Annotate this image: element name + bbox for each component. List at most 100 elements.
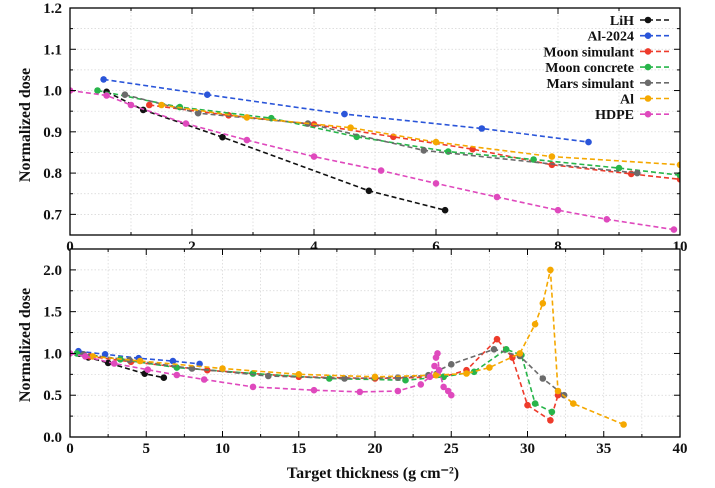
data-point-hdpe (144, 366, 152, 374)
data-point-al (554, 387, 562, 395)
data-point-al (486, 364, 493, 371)
x-tick-label: 30 (520, 441, 535, 457)
ylabel-top: Normalized dose (17, 68, 34, 182)
data-point-hdpe (173, 371, 181, 379)
legend-item-hdpe: HDPE (595, 108, 670, 123)
legend-marker (644, 32, 652, 39)
x-tick-label: 10 (215, 441, 230, 457)
legend-item-moon-simulant: Moon simulant (543, 45, 670, 60)
data-point-mars-simulant (539, 375, 547, 382)
data-point-al (548, 153, 556, 160)
data-point-lih (104, 359, 112, 367)
data-point-moon-concrete (470, 368, 478, 376)
data-point-mars-simulant (634, 169, 641, 177)
data-point-al (676, 161, 680, 169)
data-point-al (219, 365, 226, 372)
data-point-lih (219, 133, 226, 141)
legend-marker (644, 16, 652, 24)
legend-item-al-2024: Al-2024 (587, 30, 670, 45)
data-point-hdpe (182, 120, 190, 127)
data-point-hdpe (356, 388, 364, 396)
data-point-al-2024 (341, 110, 348, 118)
data-point-al (547, 266, 554, 274)
y-tick-label: 1.2 (43, 1, 62, 17)
data-point-hdpe (377, 167, 385, 174)
x-tick-label: 5 (143, 441, 151, 457)
data-point-hdpe (434, 350, 441, 357)
data-point-moon-concrete (531, 400, 539, 407)
x-tick-label: 40 (673, 441, 688, 457)
top-panel: 0 2 4 6 8 100.70.80.91.01.11.2LiHAl-2024Moon … (43, 1, 687, 255)
legend-label: Moon concrete (545, 61, 634, 76)
data-point-moon-concrete (502, 346, 510, 353)
data-point-hdpe (435, 366, 443, 374)
data-point-moon-concrete (173, 364, 181, 371)
x-tick-label: 20 (368, 441, 383, 457)
series-al (89, 266, 627, 428)
legend-item-moon-concrete: Moon concrete (545, 61, 670, 76)
data-point-hdpe (431, 362, 438, 370)
data-point-moon-concrete (326, 375, 333, 382)
y-tick-label: 0.8 (43, 166, 62, 182)
data-point-moon-concrete (402, 376, 409, 384)
legend-label: Moon simulant (543, 45, 634, 60)
data-point-mars-simulant (420, 147, 428, 154)
data-point-hdpe (110, 360, 118, 367)
data-point-hdpe (440, 383, 447, 391)
data-point-hdpe (310, 153, 318, 160)
y-tick-label: 0.7 (43, 207, 62, 223)
x-tick-label: 0 (66, 239, 74, 255)
data-point-al-2024 (478, 125, 486, 132)
legend-item-mars-simulant: Mars simulant (547, 77, 670, 92)
legend-label: Al-2024 (587, 30, 634, 45)
data-point-hdpe (554, 206, 562, 214)
data-point-mars-simulant (121, 91, 129, 98)
data-point-al (463, 370, 470, 377)
ylabel-bottom: Normalized dose (17, 288, 34, 402)
data-point-al-2024 (585, 138, 592, 146)
legend-item-al: Al (620, 93, 670, 108)
legend-item-lih: LiH (610, 14, 670, 29)
data-point-hdpe (603, 216, 611, 223)
series-line-hdpe (70, 89, 675, 231)
data-point-al (620, 421, 627, 428)
legend-label: HDPE (595, 108, 634, 123)
data-point-hdpe (200, 376, 208, 383)
data-point-al (371, 373, 379, 381)
legend-label: Mars simulant (547, 77, 635, 92)
series-line-moon-concrete (76, 348, 553, 413)
data-point-hdpe (103, 92, 110, 99)
bottom-panel: 0 5 10 15 20 25 30 35 40 0.0 0.5 1.0 1.5 2.0 (43, 248, 688, 457)
legend-marker (644, 63, 652, 71)
data-point-al (243, 114, 251, 121)
data-point-hdpe (249, 383, 257, 391)
data-point-mars-simulant (194, 109, 202, 117)
data-point-mars-simulant (188, 365, 196, 372)
legend-marker (644, 79, 652, 87)
y-tick-label: 2.0 (43, 263, 62, 279)
series-line-al (161, 104, 680, 166)
xlabel: Target thickness (g cm⁻²) (287, 465, 459, 482)
series-line-al (92, 269, 624, 426)
data-point-moon-concrete (615, 164, 623, 172)
series-line-lih (78, 352, 164, 379)
data-point-lih (441, 206, 449, 214)
data-point-hdpe (493, 193, 501, 201)
series-al (158, 101, 680, 169)
data-point-hdpe (394, 387, 402, 395)
series-line-moon-concrete (97, 89, 680, 176)
data-point-moon-simulant (493, 335, 501, 343)
data-point-moon-simulant (524, 401, 531, 409)
data-point-al (347, 124, 354, 131)
data-point-mars-simulant (341, 375, 348, 382)
data-point-al-2024 (101, 351, 109, 358)
series-al-2024 (100, 76, 592, 146)
x-tick-label: 2 (188, 239, 196, 255)
data-point-al (158, 101, 165, 109)
plot-area (70, 266, 627, 428)
data-point-al-2024 (204, 91, 211, 98)
data-point-hdpe (448, 391, 455, 399)
data-point-al (570, 400, 577, 407)
data-point-hdpe (310, 386, 318, 394)
x-tick-label: 15 (291, 441, 306, 457)
